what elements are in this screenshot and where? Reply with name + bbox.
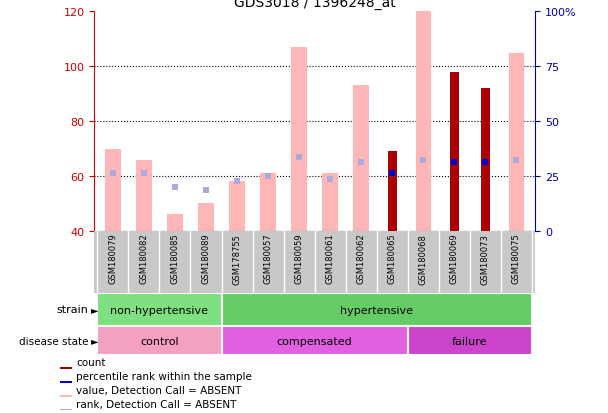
- Bar: [260, 174, 276, 231]
- Bar: [509, 53, 524, 231]
- Text: GSM180068: GSM180068: [419, 233, 428, 284]
- Bar: [60, 395, 72, 396]
- Bar: [353, 86, 369, 231]
- Bar: [415, 12, 431, 231]
- Text: control: control: [140, 336, 179, 346]
- Bar: [167, 215, 183, 231]
- Text: strain: strain: [57, 305, 88, 315]
- Text: GSM180069: GSM180069: [450, 233, 459, 284]
- Text: value, Detection Call = ABSENT: value, Detection Call = ABSENT: [76, 385, 241, 395]
- Text: GSM180085: GSM180085: [170, 233, 179, 284]
- Bar: [97, 326, 221, 355]
- Bar: [481, 89, 490, 231]
- Text: GSM178755: GSM178755: [232, 233, 241, 284]
- Bar: [60, 367, 72, 369]
- Text: ►: ►: [91, 305, 98, 315]
- Text: GSM180079: GSM180079: [108, 233, 117, 284]
- Bar: [136, 160, 151, 231]
- Text: GSM180089: GSM180089: [201, 233, 210, 284]
- Text: GSM180059: GSM180059: [295, 233, 303, 284]
- Bar: [221, 293, 532, 326]
- Text: GSM180073: GSM180073: [481, 233, 490, 284]
- Text: GSM180057: GSM180057: [264, 233, 272, 284]
- Text: GSM180075: GSM180075: [512, 233, 521, 284]
- Text: disease state: disease state: [19, 336, 88, 346]
- Text: GSM180062: GSM180062: [357, 233, 365, 284]
- Bar: [97, 293, 221, 326]
- Bar: [322, 174, 338, 231]
- Text: hypertensive: hypertensive: [340, 305, 413, 315]
- Bar: [387, 152, 397, 231]
- Text: rank, Detection Call = ABSENT: rank, Detection Call = ABSENT: [76, 399, 237, 409]
- Text: GSM180065: GSM180065: [388, 233, 397, 284]
- Text: count: count: [76, 357, 106, 367]
- Bar: [198, 204, 214, 231]
- Bar: [450, 73, 459, 231]
- Bar: [60, 408, 72, 411]
- Text: GSM180061: GSM180061: [326, 233, 334, 284]
- Bar: [60, 381, 72, 383]
- Title: GDS3018 / 1396248_at: GDS3018 / 1396248_at: [233, 0, 396, 10]
- Text: ►: ►: [91, 336, 98, 346]
- Bar: [229, 182, 245, 231]
- Text: percentile rank within the sample: percentile rank within the sample: [76, 371, 252, 381]
- Text: GSM180082: GSM180082: [139, 233, 148, 284]
- Text: non-hypertensive: non-hypertensive: [111, 305, 209, 315]
- Bar: [291, 48, 307, 231]
- Text: failure: failure: [452, 336, 488, 346]
- Bar: [408, 326, 532, 355]
- Bar: [221, 326, 408, 355]
- Text: compensated: compensated: [277, 336, 353, 346]
- Bar: [105, 149, 120, 231]
